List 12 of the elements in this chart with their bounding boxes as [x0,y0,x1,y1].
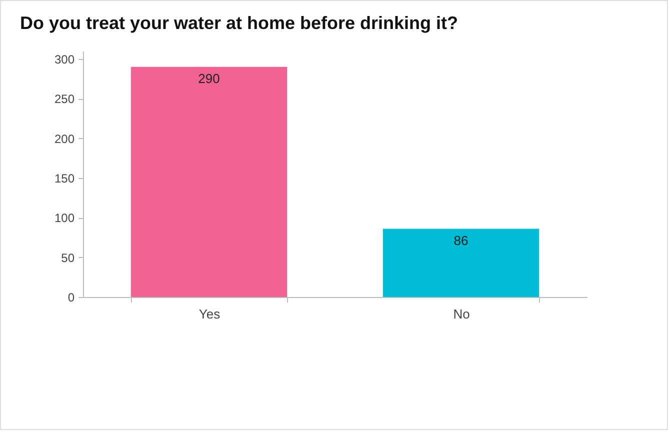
y-tick-label: 250 [54,92,75,106]
x-tick-label: Yes [198,306,221,322]
data-label: 290 [198,70,220,86]
y-tick-label: 300 [54,52,75,66]
y-tick-label: 100 [54,211,75,226]
x-tick-label: No [453,306,470,322]
data-label: 86 [454,232,468,248]
y-tick-label: 50 [61,250,75,265]
y-tick-label: 200 [54,132,75,146]
chart-title: Do you treat your water at home before drinking it? [20,13,458,33]
y-tick-label: 0 [68,290,75,304]
y-tick-label: 150 [54,171,75,186]
